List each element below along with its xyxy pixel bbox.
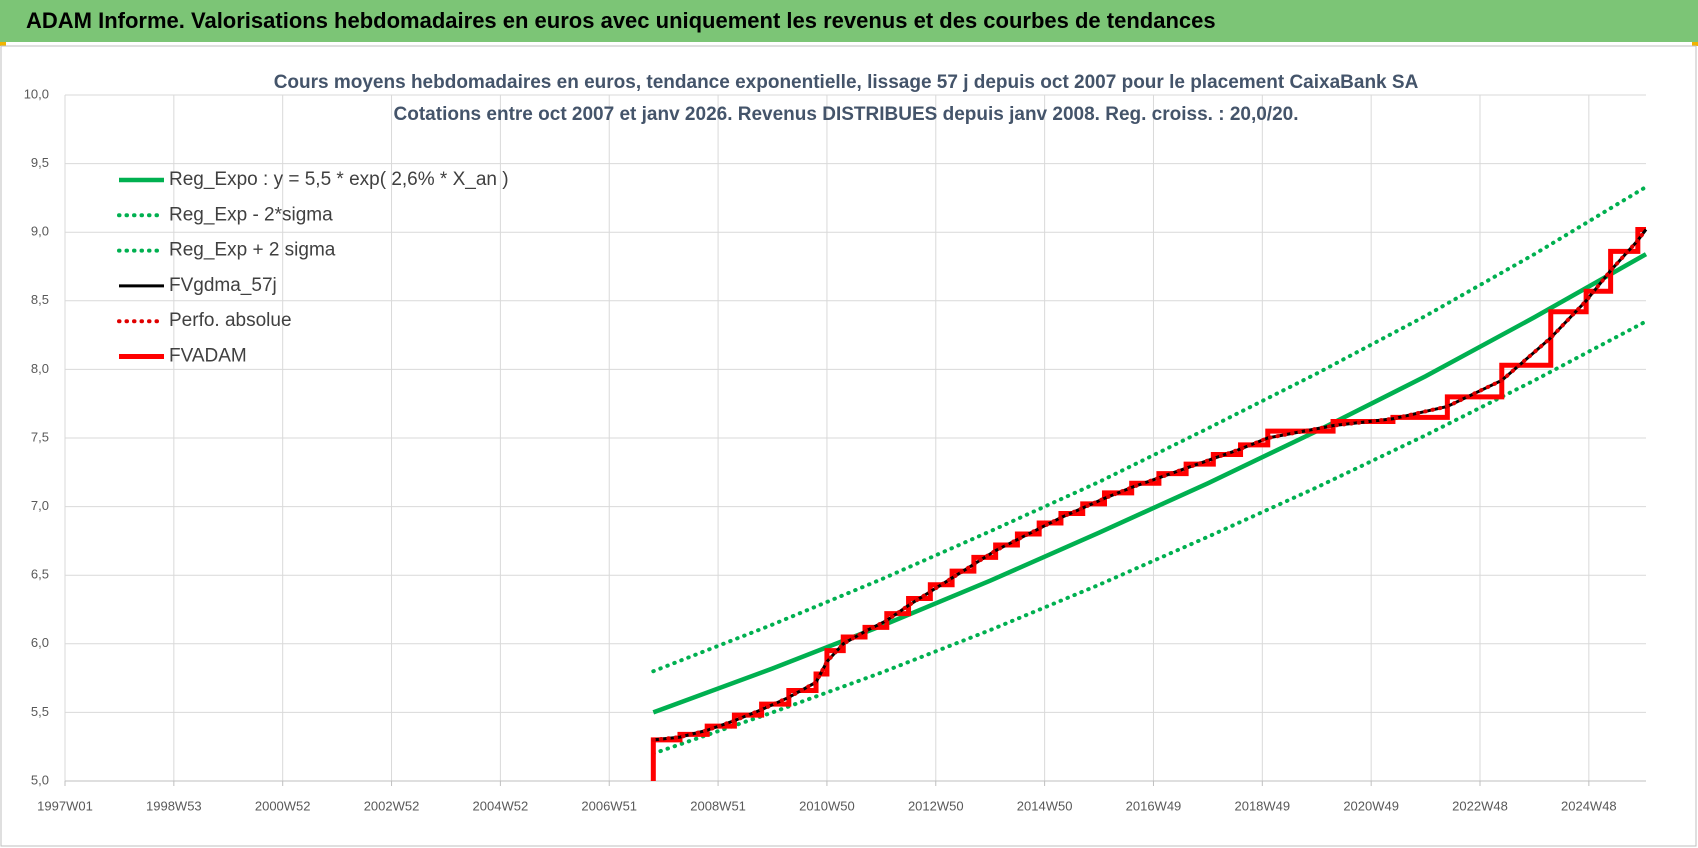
x-tick-label: 2006W51 [581,798,637,813]
y-tick-label: 6,0 [31,635,49,650]
plot-area: 5,0 5,5 6,0 6,5 7,0 7,5 8,0 8,5 9,0 9,5 10,0 1997W0… [24,86,1648,813]
series-line [653,228,1648,742]
header-bar [0,0,1698,42]
x-tick-label: 2012W50 [908,798,964,813]
y-tick-label: 8,0 [31,361,49,376]
legend-label: Perfo. absolue [169,310,292,331]
corner-mark [1692,42,1698,46]
x-tick-label: 2020W49 [1343,798,1399,813]
y-tick-label: 5,5 [31,704,49,719]
x-tick-label: 2014W50 [1017,798,1073,813]
y-tick-label: 6,5 [31,567,49,582]
chart-frame [0,45,1697,847]
x-tick-label: 1997W01 [37,798,93,813]
y-tick-label: 7,5 [31,429,49,444]
series-line [651,184,1648,674]
corner-mark [0,42,6,46]
y-tick-label: 10,0 [24,86,49,101]
y-tick-label: 8,5 [31,292,49,307]
y-tick-label: 9,0 [31,224,49,239]
legend-label: Reg_Expo : y = 5,5 * exp( 2,6% * X_an ) [169,169,509,190]
y-tick-label: 5,0 [31,772,49,787]
chart-subtitle: Cours moyens hebdomadaires en euros, ten… [274,72,1419,93]
x-tick-label: 2004W52 [473,798,529,813]
legend-label: FVADAM [169,346,247,367]
x-tick-label: 2022W48 [1452,798,1508,813]
legend-label: Reg_Exp - 2*sigma [169,204,333,225]
series-line [652,252,1648,715]
y-tick-label: 7,0 [31,498,49,513]
x-tick-label: 2016W49 [1126,798,1182,813]
legend-label: FVgdma_57j [169,275,277,296]
x-tick-label: 2010W50 [799,798,855,813]
x-tick-label: 2008W51 [690,798,746,813]
x-tick-label: 1998W53 [146,798,202,813]
x-tick-label: 2018W49 [1234,798,1290,813]
page-title: ADAM Informe. Valorisations hebdomadaire… [26,8,1216,33]
x-tick-label: 2024W48 [1561,798,1617,813]
x-tick-label: 2002W52 [364,798,420,813]
series-line [650,226,1646,781]
y-tick-label: 9,5 [31,155,49,170]
x-tick-label: 2000W52 [255,798,311,813]
chart-subtitle: Cotations entre oct 2007 et janv 2026. R… [394,104,1299,125]
legend-label: Reg_Exp + 2 sigma [169,240,336,261]
